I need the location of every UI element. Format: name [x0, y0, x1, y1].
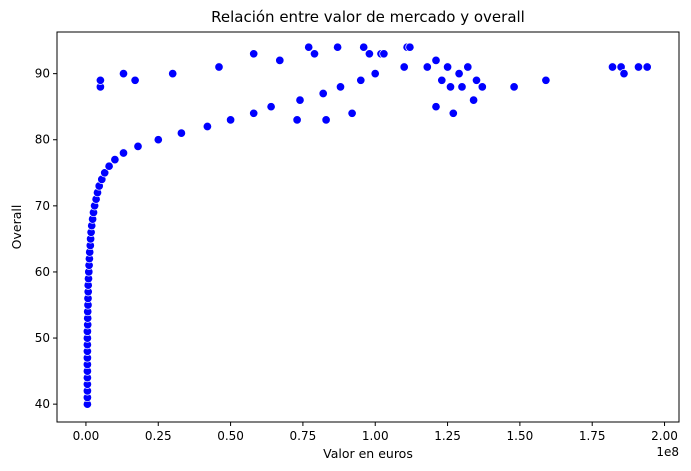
data-point: [364, 49, 374, 59]
data-point: [333, 42, 343, 52]
data-point: [359, 42, 369, 52]
data-point: [431, 102, 441, 112]
data-point: [202, 121, 212, 132]
data-point: [356, 75, 366, 85]
data-point: [249, 108, 259, 118]
x-tick-label: 0.25: [145, 429, 172, 443]
data-point: [214, 62, 224, 72]
x-tick-label: 0.00: [73, 429, 100, 443]
data-point: [457, 82, 467, 92]
data-point: [463, 62, 473, 72]
y-axis-ticks: 40 50 60 70 80 90: [35, 67, 57, 411]
data-point: [370, 69, 380, 79]
data-point: [130, 75, 140, 85]
data-point: [633, 62, 644, 72]
plot-frame: [56, 31, 680, 423]
data-point: [118, 148, 129, 158]
data-point: [422, 62, 432, 72]
data-point: [541, 75, 551, 85]
x-tick-label: 0.75: [290, 429, 317, 443]
data-point: [104, 161, 114, 171]
data-point: [133, 141, 143, 151]
data-point: [445, 82, 456, 92]
data-point: [347, 108, 357, 118]
data-point: [292, 115, 302, 125]
data-point: [443, 62, 453, 72]
data-point: [619, 69, 629, 79]
data-point: [295, 95, 305, 105]
x-tick-label: 1.50: [507, 429, 534, 443]
y-tick-label: 80: [35, 133, 50, 147]
data-point: [642, 62, 652, 72]
data-point: [118, 69, 129, 79]
data-point: [448, 108, 458, 118]
data-point: [405, 42, 415, 52]
data-point: [379, 49, 389, 59]
x-axis-offset-label: 1e8: [656, 445, 679, 459]
x-tick-label: 1.00: [362, 429, 389, 443]
x-tick-label: 2.00: [651, 429, 678, 443]
data-points: [82, 42, 652, 409]
data-point: [318, 88, 328, 99]
chart-title: Relación entre valor de mercado y overal…: [211, 8, 525, 26]
y-tick-label: 40: [35, 397, 50, 411]
data-point: [168, 69, 178, 79]
data-point: [95, 75, 105, 85]
data-point: [110, 155, 120, 165]
data-point: [249, 49, 259, 59]
data-point: [153, 135, 163, 145]
data-point: [469, 95, 479, 105]
x-axis-label: Valor en euros: [323, 446, 413, 461]
y-axis-label: Overall: [9, 205, 24, 250]
y-tick-label: 50: [35, 331, 50, 345]
data-point: [304, 42, 314, 52]
data-point: [509, 82, 519, 92]
y-tick-label: 70: [35, 199, 50, 213]
data-point: [309, 49, 320, 59]
data-point: [431, 55, 441, 65]
data-point: [399, 62, 409, 72]
data-point: [607, 62, 618, 72]
y-tick-label: 60: [35, 265, 50, 279]
data-point: [176, 128, 186, 138]
data-point: [477, 82, 487, 92]
data-point: [275, 55, 285, 65]
data-point: [335, 82, 346, 92]
x-tick-label: 1.75: [579, 429, 606, 443]
data-point: [226, 115, 236, 125]
x-tick-label: 1.25: [434, 429, 461, 443]
data-point: [454, 69, 464, 79]
data-point: [471, 75, 482, 85]
data-point: [266, 102, 276, 112]
x-tick-label: 0.50: [217, 429, 244, 443]
data-point: [321, 115, 331, 125]
data-point: [100, 168, 110, 178]
data-point: [437, 75, 447, 85]
x-axis-ticks: 0.00 0.25 0.50 0.75 1.00 1.25 1.50 1.75 2.00: [73, 422, 678, 443]
y-tick-label: 90: [35, 67, 50, 81]
